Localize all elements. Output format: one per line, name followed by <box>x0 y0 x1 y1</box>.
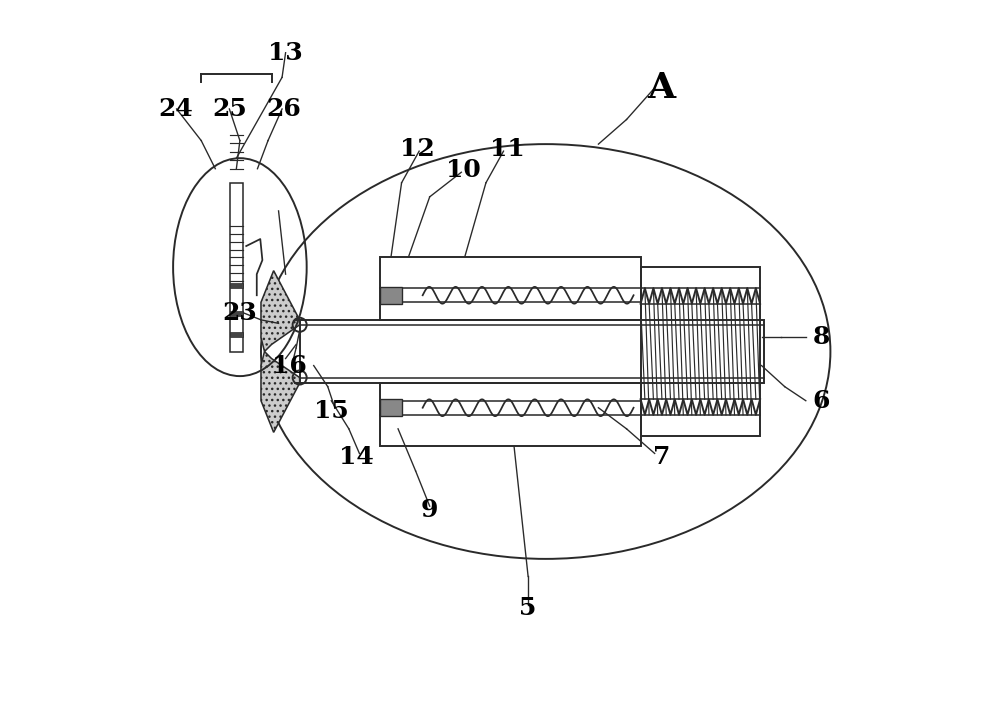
Bar <box>230 332 243 337</box>
Text: 9: 9 <box>421 498 438 522</box>
Text: 8: 8 <box>813 325 830 349</box>
Text: 5: 5 <box>519 596 537 620</box>
Bar <box>380 399 402 416</box>
Bar <box>641 267 760 436</box>
Bar <box>380 287 402 304</box>
Bar <box>380 257 641 320</box>
Text: 12: 12 <box>400 137 434 161</box>
Polygon shape <box>261 271 300 352</box>
Text: 23: 23 <box>223 301 257 325</box>
Text: 13: 13 <box>268 41 303 65</box>
Bar <box>230 311 243 316</box>
Text: 26: 26 <box>266 97 301 121</box>
Bar <box>300 320 764 383</box>
Text: 16: 16 <box>272 354 306 378</box>
Text: 24: 24 <box>158 97 193 121</box>
Text: 6: 6 <box>813 389 830 413</box>
Text: 11: 11 <box>490 137 524 161</box>
Text: A: A <box>648 71 676 105</box>
Text: 15: 15 <box>314 399 349 423</box>
Text: 10: 10 <box>446 158 481 182</box>
Polygon shape <box>261 352 300 432</box>
Text: 14: 14 <box>339 445 373 469</box>
Bar <box>230 183 243 352</box>
Bar <box>380 383 641 446</box>
Bar <box>230 283 243 288</box>
Text: 7: 7 <box>653 445 670 469</box>
Text: 25: 25 <box>212 97 247 121</box>
